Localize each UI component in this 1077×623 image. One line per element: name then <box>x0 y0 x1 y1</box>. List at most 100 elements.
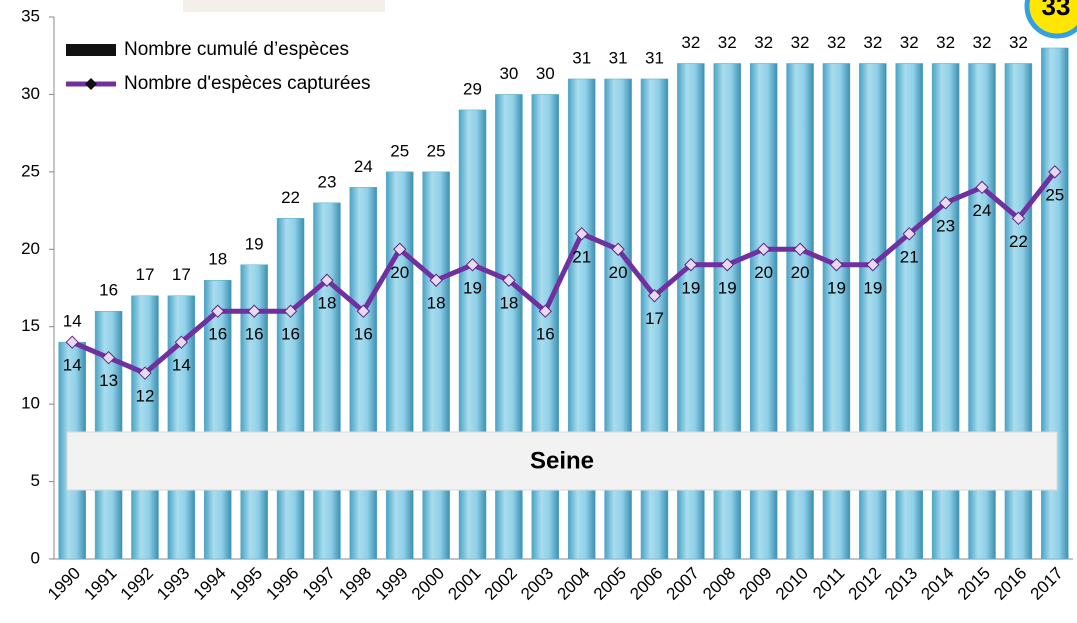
line-value-label: 18 <box>427 294 446 313</box>
bar-value-label: 32 <box>936 33 955 52</box>
bar-value-label: 25 <box>427 141 446 160</box>
line-value-label: 19 <box>827 278 846 297</box>
bar-value-label: 17 <box>172 265 191 284</box>
line-value-label: 20 <box>390 263 409 282</box>
x-tick-label: 1990 <box>44 564 84 604</box>
annotation: Seine <box>530 447 594 474</box>
x-tick-label: 1998 <box>335 564 375 604</box>
line-value-label: 19 <box>718 278 737 297</box>
line-value-label: 18 <box>499 294 518 313</box>
bar-value-label: 32 <box>1009 33 1028 52</box>
bar-value-label: 23 <box>317 172 336 191</box>
line-value-label: 17 <box>645 309 664 328</box>
x-tick-label: 2017 <box>1027 564 1067 604</box>
legend-label: Nombre cumulé d’espèces <box>124 39 349 60</box>
line-value-label: 19 <box>681 278 700 297</box>
line-value-label: 19 <box>863 278 882 297</box>
line-value-label: 22 <box>1009 232 1028 251</box>
line-value-label: 16 <box>281 325 300 344</box>
x-tick-label: 2004 <box>554 564 594 604</box>
bar-value-label: 30 <box>536 64 555 83</box>
line-value-label: 20 <box>791 263 810 282</box>
bar-value-label: 19 <box>245 234 264 253</box>
bar-value-label: 25 <box>390 141 409 160</box>
bar-value-label: 18 <box>208 250 227 269</box>
line-value-label: 25 <box>1045 185 1064 204</box>
line-value-label: 19 <box>463 278 482 297</box>
y-tick-label: 5 <box>31 471 40 490</box>
y-tick-label: 15 <box>21 316 40 335</box>
x-tick-label: 2001 <box>444 564 484 604</box>
x-tick-label: 2009 <box>735 564 775 604</box>
x-tick-label: 2016 <box>990 564 1030 604</box>
y-tick-label: 20 <box>21 239 40 258</box>
line-value-label: 16 <box>354 325 373 344</box>
legend-marker <box>85 78 97 90</box>
bar-value-label: 16 <box>99 281 118 300</box>
y-tick-label: 35 <box>21 6 40 25</box>
bar-value-label: 30 <box>499 64 518 83</box>
line-value-label: 16 <box>208 325 227 344</box>
bar-value-label: 17 <box>136 265 155 284</box>
x-tick-label: 2014 <box>917 564 957 604</box>
bar-value-label: 32 <box>863 33 882 52</box>
decor-image <box>183 0 385 12</box>
x-tick-label: 2006 <box>626 564 666 604</box>
x-tick-label: 1999 <box>372 564 412 604</box>
x-tick-label: 1991 <box>80 564 120 604</box>
line-value-label: 14 <box>63 356 82 375</box>
bar-value-label: 31 <box>572 48 591 67</box>
bar-value-label: 32 <box>827 33 846 52</box>
bar-value-label: 32 <box>791 33 810 52</box>
line-value-label: 24 <box>973 201 992 220</box>
line-value-label: 21 <box>572 247 591 266</box>
y-tick-label: 10 <box>21 394 40 413</box>
bar-value-label: 14 <box>63 312 82 331</box>
bar <box>131 296 158 559</box>
x-tick-label: 1997 <box>299 564 339 604</box>
legend-swatch <box>66 44 116 56</box>
x-tick-label: 2015 <box>954 564 994 604</box>
x-tick-label: 1996 <box>262 564 302 604</box>
y-tick-label: 25 <box>21 161 40 180</box>
x-tick-label: 1993 <box>153 564 193 604</box>
line-value-label: 23 <box>936 216 955 235</box>
bar-value-label: 24 <box>354 157 373 176</box>
x-tick-label: 2013 <box>881 564 921 604</box>
bar-value-label: 29 <box>463 79 482 98</box>
line-value-label: 12 <box>136 387 155 406</box>
line-value-label: 21 <box>900 247 919 266</box>
line-value-label: 20 <box>609 263 628 282</box>
bar-value-label: 31 <box>645 48 664 67</box>
x-tick-label: 2000 <box>408 564 448 604</box>
x-tick-label: 2012 <box>845 564 885 604</box>
chart: 0 5 10 15 20 25 30 35 14 16 17 17 18 19 22 23 24 25 25 29 30… <box>0 0 1077 623</box>
bar <box>277 218 304 559</box>
line-value-label: 16 <box>245 325 264 344</box>
line-value-label: 16 <box>536 325 555 344</box>
y-tick-label: 30 <box>21 84 40 103</box>
badge: 33 <box>1042 0 1071 21</box>
x-tick-label: 2008 <box>699 564 739 604</box>
line-value-label: 18 <box>317 294 336 313</box>
y-tick-label: 0 <box>31 548 40 567</box>
x-tick-label: 2011 <box>809 564 848 603</box>
bar-value-label: 32 <box>718 33 737 52</box>
bar <box>313 203 340 559</box>
bar-value-label: 22 <box>281 188 300 207</box>
bar-value-label: 31 <box>609 48 628 67</box>
bar-value-label: 32 <box>973 33 992 52</box>
line-value-label: 20 <box>754 263 773 282</box>
bar-value-label: 32 <box>681 33 700 52</box>
x-tick-label: 2007 <box>663 564 703 604</box>
bar <box>350 187 377 559</box>
x-tick-label: 2003 <box>517 564 557 604</box>
x-tick-label: 1992 <box>117 564 157 604</box>
line-value-label: 14 <box>172 356 191 375</box>
bar-value-label: 32 <box>900 33 919 52</box>
x-tick-label: 2002 <box>481 564 521 604</box>
bar-value-label: 32 <box>754 33 773 52</box>
legend-label: Nombre d'espèces capturées <box>124 73 371 94</box>
bar <box>386 172 413 559</box>
x-tick-label: 1995 <box>226 564 266 604</box>
